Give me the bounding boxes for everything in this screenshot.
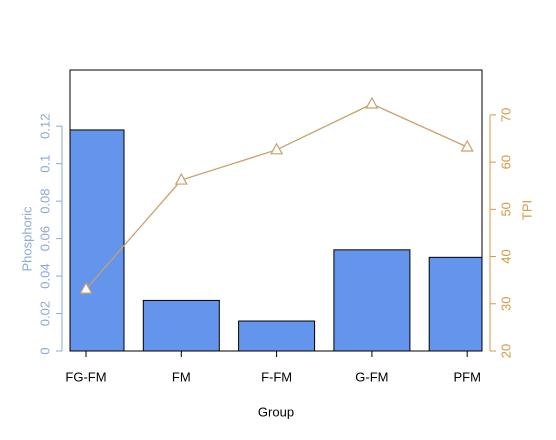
y-tick-label: 0.02 [37,301,52,326]
y-tick-label: 0.08 [37,188,52,213]
marker [460,139,474,152]
plot-frame [69,69,483,352]
marker [365,96,379,109]
y2-axis-label: TPI [519,200,534,220]
y-tick-label: 0 [37,347,52,354]
x-tick-label: PFM [453,369,480,384]
bars [70,129,482,351]
bar [142,299,220,351]
y2-tick-label: 50 [498,202,513,216]
y-tick-label: 0.1 [37,155,52,173]
x-tick-label: FM [172,369,191,384]
y2-tick-label: 20 [498,344,513,358]
x-axis-label: Group [258,404,294,419]
y-tick-label: 0.04 [37,263,52,288]
y2-tick-label: 30 [498,297,513,311]
marker [79,281,93,294]
bar [428,256,482,351]
x-tick-label: F-FM [261,369,292,384]
y2-tick-label: 60 [498,155,513,169]
x-tick-label: G-FM [355,369,388,384]
y-tick-label: 0.12 [37,114,52,139]
bar [238,320,316,351]
x-tick-label: FG-FM [65,369,106,384]
marker [270,142,284,155]
bar [333,249,411,351]
y-tick-label: 0.06 [37,226,52,251]
y2-tick-label: 70 [498,108,513,122]
y-axis-label: Phosphoric [19,206,34,272]
marker [174,172,188,185]
y2-tick-label: 40 [498,249,513,263]
bar [70,129,125,351]
